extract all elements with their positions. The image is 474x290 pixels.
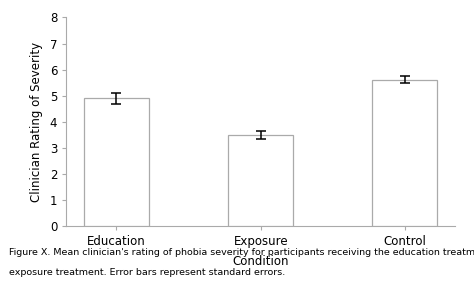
Text: Figure X. Mean clinician's rating of phobia severity for participants receiving : Figure X. Mean clinician's rating of pho… — [9, 248, 474, 257]
Y-axis label: Clinician Rating of Severity: Clinician Rating of Severity — [30, 42, 43, 202]
Bar — [228, 135, 293, 226]
Bar — [84, 98, 149, 226]
Text: exposure treatment. Error bars represent standard errors.: exposure treatment. Error bars represent… — [9, 268, 286, 277]
X-axis label: Condition: Condition — [232, 255, 289, 268]
Bar — [373, 79, 438, 226]
